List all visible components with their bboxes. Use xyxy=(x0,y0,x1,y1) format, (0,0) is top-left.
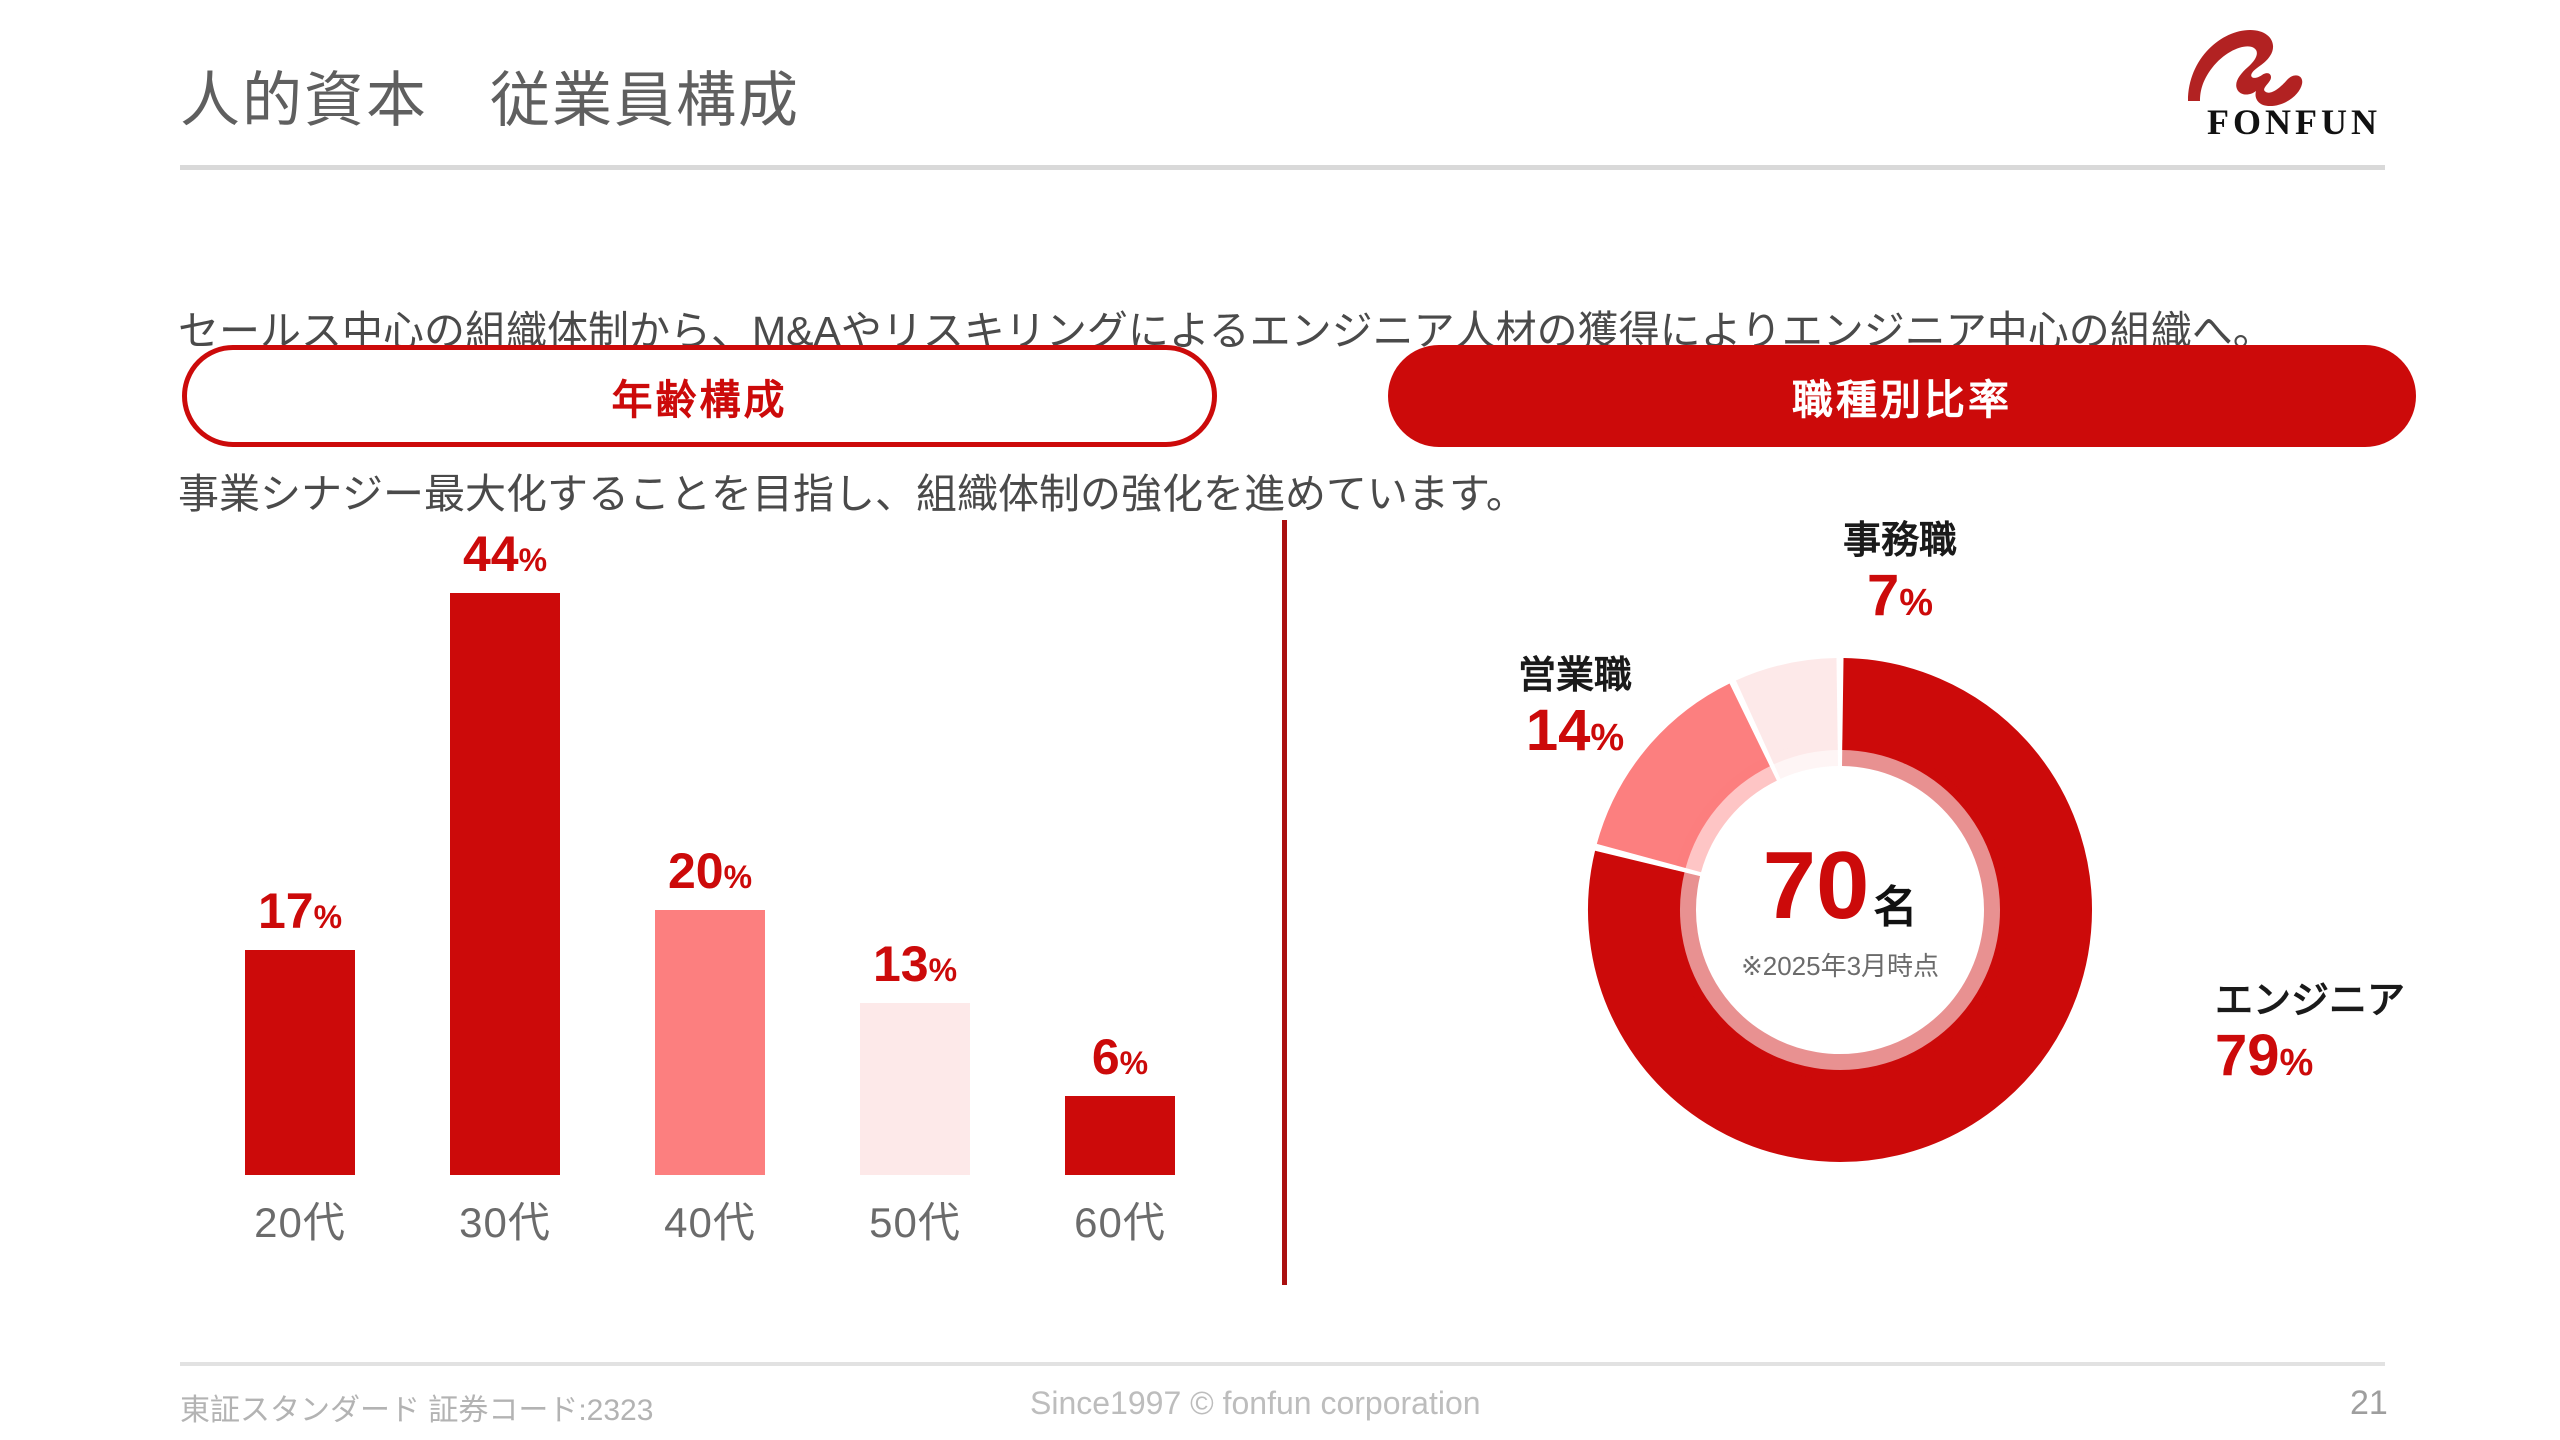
bar-rect xyxy=(860,1003,970,1175)
logo-wordmark: FONFUN xyxy=(2207,102,2381,142)
bar-value-unit: % xyxy=(313,899,343,935)
donut-label-eigyo-value: 14% xyxy=(1440,697,1710,763)
bar-value-number: 6 xyxy=(1091,1029,1120,1085)
fonfun-logo: FONFUN xyxy=(2170,18,2420,143)
title-divider xyxy=(180,165,2385,170)
bar-column: 13% xyxy=(860,939,970,1175)
bar-value-label: 13% xyxy=(873,939,957,989)
bar-value-unit: % xyxy=(518,542,548,578)
bar-value-number: 44 xyxy=(462,526,519,582)
page-number: 21 xyxy=(2350,1384,2388,1422)
engineer-pct: % xyxy=(2279,1041,2314,1084)
bar-x-axis: 20代 30代 40代 50代 60代 xyxy=(245,1189,1175,1250)
donut-segment-2 xyxy=(1735,658,1839,765)
donut-label-jimu-name: 事務職 xyxy=(1842,520,1957,562)
footer-copyright: Since1997 © fonfun corporation xyxy=(1030,1385,1481,1421)
donut-outer-ring xyxy=(1588,658,2092,1162)
jimu-pct: % xyxy=(1899,581,1934,624)
lead-line-2: 事業シナジー最大化することを目指し、組織体制の強化を進めています。 xyxy=(178,470,1527,517)
bar-column: 6% xyxy=(1065,1032,1175,1175)
donut-accent-segment-0 xyxy=(1670,740,2010,1080)
section-header-role: 職種別比率 xyxy=(1388,345,2416,447)
donut-label-jimu-value: 7% xyxy=(1760,562,2040,628)
donut-segment-1 xyxy=(1596,683,1771,870)
page-title: 人的資本 従業員構成 xyxy=(180,67,800,134)
bar-column: 44% xyxy=(450,529,560,1175)
bar-axis-tick: 50代 xyxy=(869,1199,961,1246)
donut-label-engineer-value: 79% xyxy=(2215,1022,2505,1088)
bar-value-unit: % xyxy=(723,859,753,895)
swoosh-path xyxy=(2188,30,2303,106)
bar-group: 17% 44% 20% 13% 6% xyxy=(245,529,1175,1175)
eigyo-number: 14 xyxy=(1525,697,1591,763)
bar-column: 17% xyxy=(245,886,355,1175)
bar-rect xyxy=(1065,1096,1175,1175)
donut-label-eigyo: 営業職 14% xyxy=(1440,655,1710,762)
donut-accent-segment-2 xyxy=(1769,740,1839,779)
footer-divider xyxy=(180,1362,2385,1366)
bar-value-unit: % xyxy=(1119,1045,1149,1081)
bar-rect xyxy=(245,950,355,1175)
footer-listing-info: 東証スタンダード 証券コード:2323 xyxy=(180,1394,654,1427)
bar-column: 20% xyxy=(655,846,765,1175)
bar-value-label: 44% xyxy=(463,529,547,579)
bar-axis-tick: 40代 xyxy=(664,1199,756,1246)
donut-segment-0 xyxy=(1588,658,2092,1162)
bar-value-label: 20% xyxy=(668,846,752,896)
donut-inner-accent-ring xyxy=(1670,740,2010,1080)
age-composition-bar-chart: 17% 44% 20% 13% 6% 20代 30代 40代 50代 60代 xyxy=(245,520,1175,1260)
donut-accent-segment-1 xyxy=(1675,757,1778,873)
donut-label-eigyo-name: 営業職 xyxy=(1517,655,1632,697)
bar-value-label: 6% xyxy=(1092,1032,1148,1082)
bar-value-label: 17% xyxy=(258,886,342,936)
fonfun-swoosh-icon: FONFUN xyxy=(2188,30,2381,142)
donut-label-engineer-name: エンジニア xyxy=(2215,980,2406,1022)
engineer-number: 79 xyxy=(2215,1022,2280,1088)
jimu-number: 7 xyxy=(1866,562,1900,628)
donut-label-jimu: 事務職 7% xyxy=(1760,520,2040,627)
section-header-age: 年齢構成 xyxy=(182,345,1217,447)
bar-axis-tick: 30代 xyxy=(459,1199,551,1246)
eigyo-pct: % xyxy=(1590,716,1625,759)
bar-rect xyxy=(655,910,765,1175)
bar-axis-tick: 60代 xyxy=(1074,1199,1166,1246)
bar-axis-tick: 20代 xyxy=(254,1199,346,1246)
bar-value-unit: % xyxy=(928,952,958,988)
donut-svg xyxy=(1588,658,2092,1162)
bar-value-number: 20 xyxy=(667,843,724,899)
vertical-divider xyxy=(1282,520,1287,1285)
bar-value-number: 13 xyxy=(872,936,929,992)
donut-label-engineer: エンジニア 79% xyxy=(2215,980,2505,1087)
bar-rect xyxy=(450,593,560,1175)
bar-value-number: 17 xyxy=(257,883,314,939)
